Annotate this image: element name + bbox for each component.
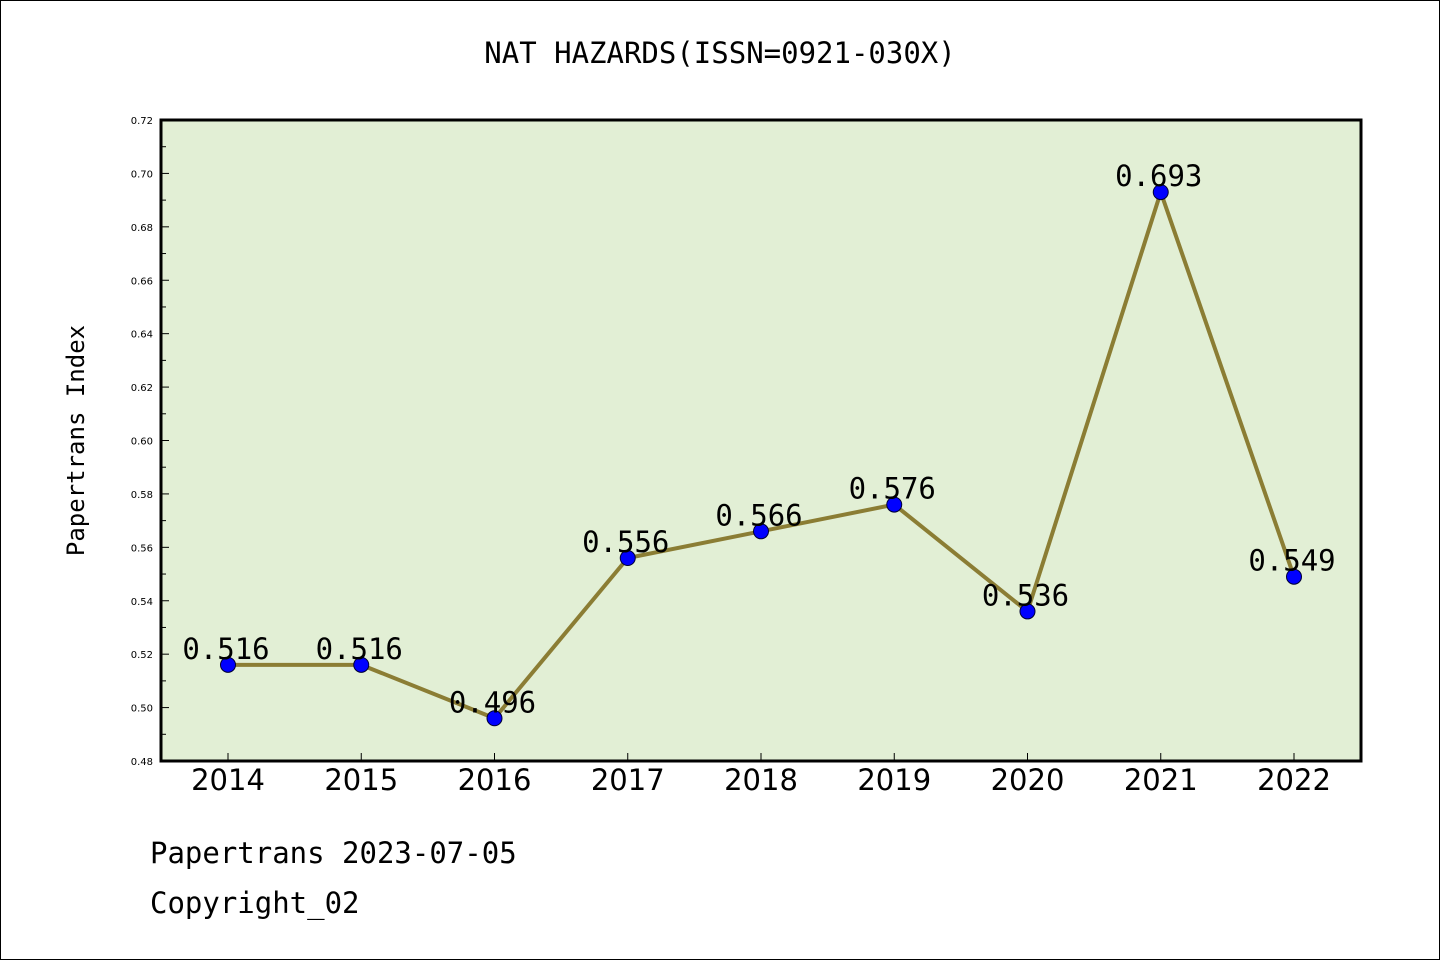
y-tick-label: 0.72 <box>131 116 153 127</box>
x-tick-label: 2014 <box>191 763 265 797</box>
data-point <box>1019 603 1036 620</box>
y-tick-label: 0.58 <box>131 490 153 501</box>
y-tick-label: 0.66 <box>131 276 153 287</box>
x-tick-label: 2019 <box>857 763 931 797</box>
data-point <box>353 656 370 673</box>
y-tick-label: 0.68 <box>131 223 153 234</box>
y-axis: 0.48 0.50 0.52 0.54 0.56 0.58 0.60 0.62 0.64 0.66… <box>131 116 169 768</box>
plot-area <box>159 118 1363 763</box>
data-label: 0.566 <box>715 498 802 532</box>
data-label: 0.576 <box>849 472 936 506</box>
data-label: 0.496 <box>449 685 536 719</box>
data-label: 0.516 <box>182 632 269 666</box>
x-tick-label: 2017 <box>591 763 665 797</box>
y-axis-label: Papertrans Index <box>62 325 90 556</box>
x-tick-label: 2018 <box>724 763 798 797</box>
data-label: 0.556 <box>582 525 669 559</box>
data-point <box>1286 568 1302 585</box>
data-point <box>886 496 903 513</box>
chart-title: NAT HAZARDS(ISSN=0921-030X) <box>484 36 956 70</box>
x-tick-label: 2015 <box>324 763 398 797</box>
data-point <box>1152 184 1169 201</box>
data-point <box>619 550 636 567</box>
data-label: 0.549 <box>1248 544 1335 578</box>
y-tick-label: 0.48 <box>131 757 153 768</box>
y-tick-label: 0.64 <box>131 330 153 341</box>
y-tick-label: 0.60 <box>131 437 153 448</box>
data-point <box>753 523 769 540</box>
x-axis: 2014 2015 2016 2017 2018 2019 2020 2021 2022 <box>191 753 1331 797</box>
footer-copyright: Copyright_02 <box>150 886 360 920</box>
footer-date: Papertrans 2023-07-05 <box>150 836 517 870</box>
x-tick-label: 2016 <box>458 763 532 797</box>
data-point <box>220 656 236 673</box>
x-tick-label: 2022 <box>1257 763 1331 797</box>
data-label: 0.693 <box>1115 159 1202 193</box>
y-tick-label: 0.56 <box>131 543 153 554</box>
data-label: 0.536 <box>982 578 1069 612</box>
data-label: 0.516 <box>316 632 403 666</box>
y-tick-label: 0.50 <box>131 704 153 715</box>
data-point <box>486 710 503 727</box>
y-tick-label: 0.62 <box>131 383 153 394</box>
y-tick-label: 0.54 <box>131 597 153 608</box>
x-tick-label: 2020 <box>991 763 1065 797</box>
series-group: 0.516 0.516 0.496 0.556 0.566 0.576 0.536 0.693… <box>182 159 1336 727</box>
y-tick-label: 0.52 <box>131 650 153 661</box>
x-tick-label: 2021 <box>1124 763 1198 797</box>
y-tick-label: 0.70 <box>131 169 153 180</box>
